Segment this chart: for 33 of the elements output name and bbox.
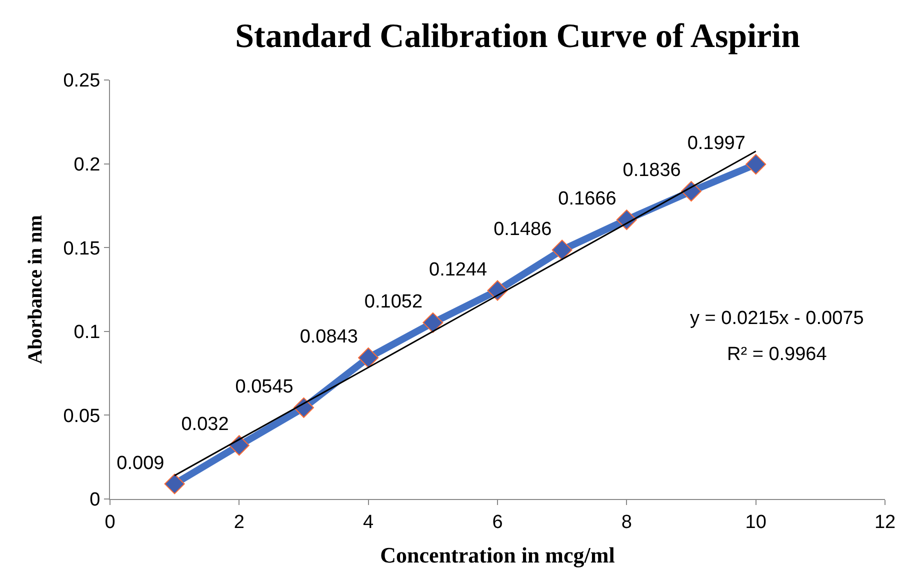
data-label: 0.1836 xyxy=(622,160,681,182)
data-label: 0.0545 xyxy=(235,376,294,398)
y-tick-label: 0.1 xyxy=(74,322,100,344)
x-axis-title: Concentration in mcg/ml xyxy=(380,542,615,568)
data-label: 0.1244 xyxy=(429,259,488,280)
x-tick-label: 0 xyxy=(104,512,116,533)
x-tick-label: 10 xyxy=(745,512,766,533)
chart-title: Standard Calibration Curve of Aspirin xyxy=(235,18,800,55)
x-tick-label: 12 xyxy=(874,512,896,533)
point xyxy=(552,240,572,260)
data-label: 0.1052 xyxy=(364,292,423,313)
data-label: 0.032 xyxy=(181,414,229,436)
y-tick-label: 0.15 xyxy=(63,238,100,260)
x-tick-label: 4 xyxy=(363,512,374,533)
annotation: y = 0.0215x - 0.0075 xyxy=(690,308,864,329)
data-label: 0.0843 xyxy=(300,326,358,348)
x-tick-label: 6 xyxy=(492,512,503,533)
data-label: 0.1997 xyxy=(687,133,746,154)
y-tick-label: 0 xyxy=(90,490,100,511)
point xyxy=(422,312,444,333)
data-label: 0.1486 xyxy=(494,218,552,240)
annotation: R² = 0.9964 xyxy=(727,344,828,365)
y-axis-title: Aborbance in nm xyxy=(24,214,47,364)
y-tick-label: 0.2 xyxy=(74,154,100,176)
y-tick-label: 0.25 xyxy=(63,70,100,92)
x-tick-label: 8 xyxy=(621,512,632,533)
point xyxy=(358,347,379,368)
data-label: 0.1666 xyxy=(558,188,616,210)
point xyxy=(746,154,766,175)
y-tick-label: 0.05 xyxy=(63,406,100,427)
data-label: 0.009 xyxy=(116,452,164,474)
x-tick-label: 2 xyxy=(234,512,244,533)
point xyxy=(164,474,185,494)
